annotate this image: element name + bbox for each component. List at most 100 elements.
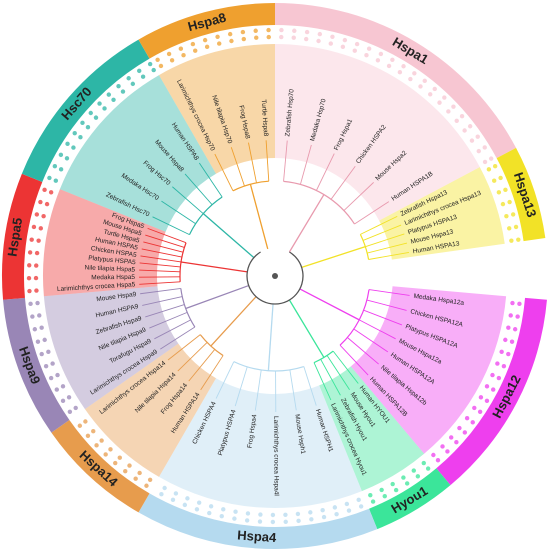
- leaf-label: Frog Hspa4: [247, 414, 259, 449]
- dot: [475, 134, 480, 139]
- dot: [166, 51, 172, 57]
- dot: [397, 70, 403, 75]
- branch: [365, 233, 405, 248]
- dot: [35, 339, 41, 344]
- branch: [283, 140, 288, 182]
- dot: [504, 213, 509, 219]
- dot: [27, 250, 33, 255]
- clade-label: Hspa4: [237, 527, 278, 545]
- clade-sector: [319, 366, 425, 492]
- dot: [449, 435, 454, 440]
- dot: [43, 363, 49, 369]
- dot: [42, 187, 47, 193]
- branch: [140, 287, 181, 295]
- branch: [299, 144, 312, 185]
- dot: [482, 159, 488, 165]
- clade-sector: [379, 167, 505, 260]
- dot: [510, 212, 516, 217]
- dot: [484, 398, 490, 404]
- dot: [421, 460, 426, 466]
- dot: [411, 468, 416, 473]
- dot: [50, 361, 55, 366]
- branch: [172, 186, 204, 215]
- dot: [464, 415, 470, 421]
- dot: [169, 58, 175, 63]
- branch: [184, 173, 213, 206]
- dot: [185, 496, 190, 501]
- dot: [91, 429, 96, 434]
- dot: [133, 476, 138, 481]
- dot: [241, 36, 247, 42]
- dot: [358, 504, 364, 509]
- branch: [154, 319, 191, 340]
- dot: [36, 238, 41, 243]
- dot: [470, 420, 475, 425]
- dot: [140, 74, 146, 79]
- dot: [435, 458, 441, 463]
- dot: [379, 487, 384, 493]
- dot: [366, 46, 372, 51]
- dot: [221, 507, 226, 512]
- dot: [370, 499, 376, 504]
- dot: [499, 349, 504, 355]
- branch: [299, 288, 360, 321]
- branch: [233, 361, 305, 372]
- branch: [141, 248, 182, 258]
- dot: [52, 164, 58, 169]
- dot: [506, 325, 511, 330]
- dot: [457, 425, 462, 431]
- dot: [446, 109, 451, 114]
- dot: [29, 237, 34, 242]
- dot: [151, 67, 156, 73]
- dot: [491, 387, 496, 392]
- dot: [77, 423, 83, 428]
- dot: [509, 339, 515, 344]
- dot: [478, 395, 484, 400]
- branch: [368, 251, 410, 260]
- branch: [339, 344, 369, 376]
- dot: [253, 28, 258, 33]
- dot: [97, 101, 102, 106]
- branch: [303, 366, 317, 406]
- branch: [288, 194, 325, 253]
- clade-band: [369, 468, 451, 530]
- leaf-label: Medaka Hspa5: [91, 274, 135, 281]
- dot: [492, 164, 498, 169]
- clade-band: [496, 147, 546, 242]
- dot: [344, 501, 350, 507]
- branch: [200, 355, 224, 391]
- dot: [482, 145, 487, 150]
- dot: [375, 58, 381, 63]
- dot: [66, 395, 72, 400]
- dot: [408, 76, 413, 82]
- dot: [159, 492, 164, 497]
- branch: [145, 234, 185, 248]
- dot: [279, 27, 284, 33]
- dot: [123, 468, 128, 474]
- dot: [283, 519, 288, 524]
- dot: [193, 48, 198, 53]
- dot: [507, 226, 512, 231]
- dot: [291, 35, 296, 40]
- dot: [30, 314, 35, 319]
- dot: [328, 41, 333, 46]
- branch: [185, 284, 249, 310]
- dot: [34, 250, 40, 256]
- dot: [498, 175, 503, 181]
- dot: [467, 124, 473, 129]
- branch: [180, 288, 196, 328]
- leaf-label: Turtle Hspa8: [260, 99, 269, 137]
- dot: [64, 156, 70, 161]
- dot: [38, 226, 43, 231]
- dot: [208, 504, 214, 509]
- dot: [37, 313, 42, 318]
- dot: [39, 325, 44, 330]
- dot: [418, 84, 423, 89]
- dot: [28, 301, 33, 307]
- dot: [451, 104, 456, 109]
- dot: [113, 460, 118, 466]
- branch: [320, 359, 341, 396]
- dot: [316, 38, 321, 44]
- dot: [496, 375, 502, 381]
